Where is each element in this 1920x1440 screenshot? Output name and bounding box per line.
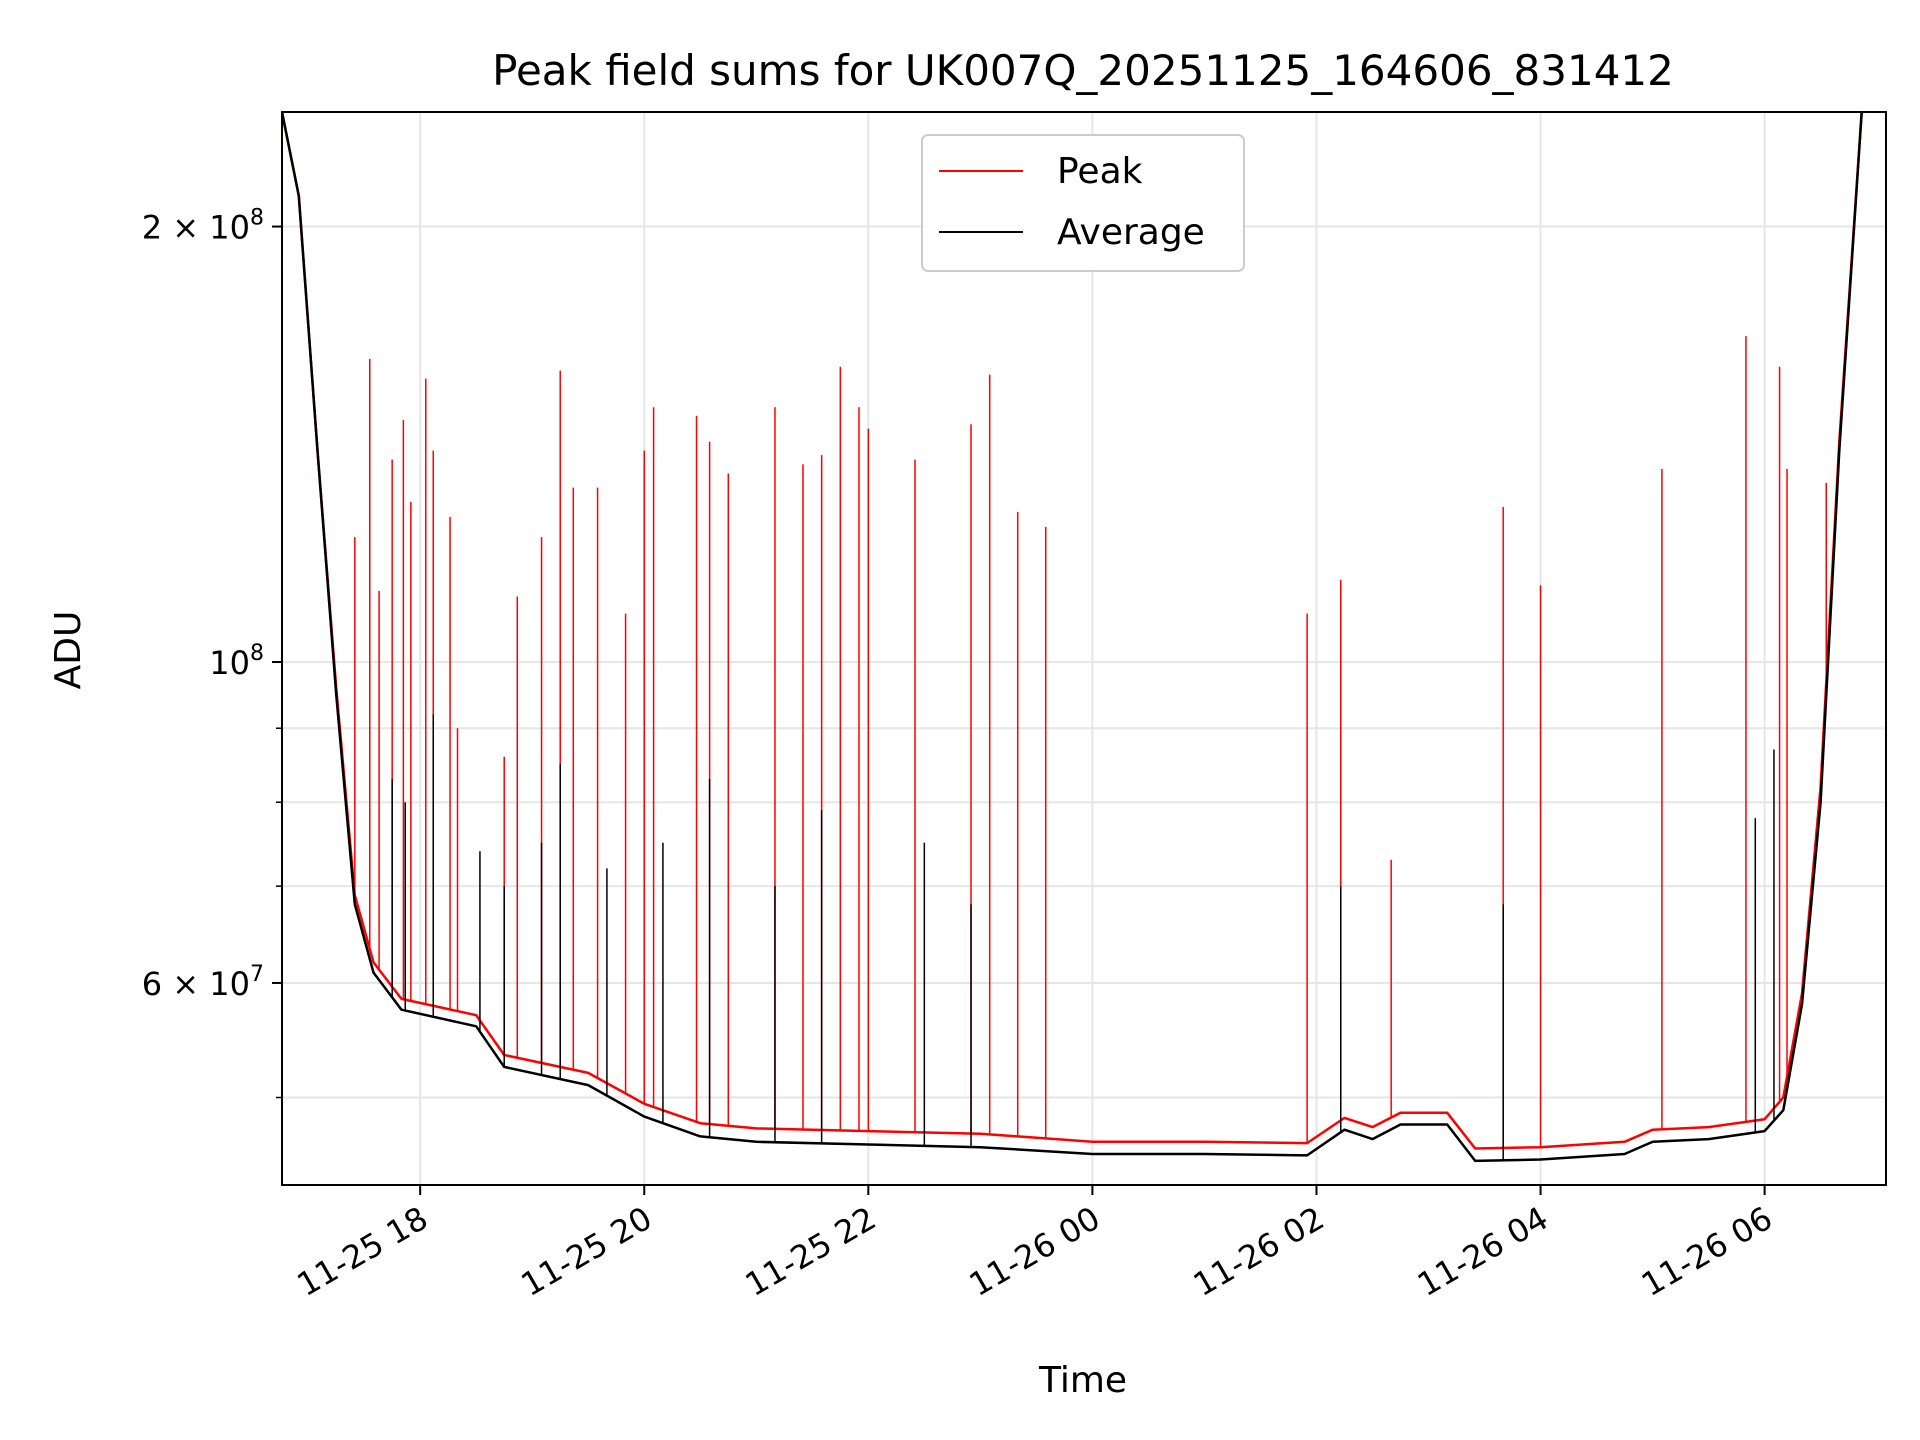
y-tick-label: 6 × 107 (142, 962, 264, 1003)
legend-box (921, 134, 1245, 272)
x-axis-label: Time (1038, 1360, 1127, 1401)
series-layer (282, 112, 1863, 1163)
y-tick-label: 108 (209, 641, 264, 682)
legend: Peak Average (921, 134, 1245, 272)
plot-area (282, 112, 1863, 1163)
y-tick-label: 2 × 108 (142, 206, 264, 247)
y-axis-label: ADU (48, 611, 89, 690)
legend-label-peak: Peak (1057, 151, 1143, 192)
chart-title: Peak field sums for UK007Q_20251125_1646… (492, 46, 1674, 95)
y-axis: 2 × 108 108 6 × 107 (142, 206, 282, 1099)
series-line-average (282, 112, 1863, 1163)
legend-label-average: Average (1057, 212, 1205, 253)
plot-frame (281, 111, 1887, 1186)
